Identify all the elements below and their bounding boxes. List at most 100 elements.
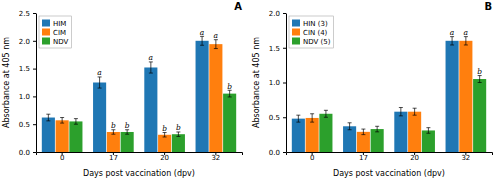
tick-label: 2.5 [19,10,30,18]
legend-frame [289,16,333,48]
significance-letter: b [125,121,130,130]
bar [56,120,69,152]
plot-area [42,36,236,152]
error-bar [176,132,180,136]
x-axis: 0 17 20 32 [37,152,243,162]
plot-area [292,37,486,152]
bar [408,112,421,152]
bar [158,135,171,152]
significance-letter: a [149,53,153,62]
tick-mark [33,13,36,14]
bar [223,94,236,152]
bar [394,112,407,152]
y-axis: 0.0 0.5 1.0 1.5 2.0 [269,10,287,157]
tick-label: 17 [359,154,368,162]
bar [196,41,209,152]
error-bar [149,62,153,73]
tick: 2.0 [19,38,36,46]
title: B [484,1,492,12]
legend-label: NDV (5) [303,38,331,46]
tick-label: 0.0 [269,149,280,157]
error-bar [98,77,102,88]
tick-mark [33,41,36,42]
error-bar [413,108,417,115]
legend-swatch [42,29,50,36]
error-bar [214,40,218,49]
tick-label: 0 [310,154,314,162]
legend-swatch [292,38,300,45]
bar [93,83,106,153]
error-bar [324,110,328,117]
error-bar [399,108,403,116]
legend-label: CIN (4) [303,29,328,37]
bar [172,134,185,152]
tick: 20 [160,152,169,162]
legend: HIN (3)CIN (4)NDV (5) [289,16,333,48]
tick-label: 2.0 [269,10,280,18]
significance-letter: b [176,123,181,132]
tick: 0.0 [19,149,36,157]
title: A [234,1,242,12]
legend-swatch [292,20,300,27]
annotations: aaabbabbb [97,28,232,133]
tick: 0.0 [269,149,286,157]
error-bar [111,130,115,134]
error-bar [228,90,232,97]
bar [473,79,486,152]
tick-label: 17 [109,154,118,162]
y-axis-title: Absorbance at 405 nm [252,37,261,128]
bar [319,114,332,152]
error-bar [296,115,300,122]
tick-mark [33,69,36,70]
bar [306,118,319,152]
tick: 32 [211,152,220,162]
tick: 1.0 [19,93,36,101]
tick-label: 0.5 [269,114,280,122]
error-bar [46,114,50,121]
bar [121,132,134,152]
error-bar [348,123,352,130]
tick-label: 20 [160,154,169,162]
tick: 0.5 [19,121,36,129]
legend-label: NDV [53,38,69,46]
x-axis-title: Days post vaccination (dpv) [333,169,445,178]
bar [69,121,82,152]
tick-label: 1.0 [19,93,30,101]
legend-label: HIN (3) [303,20,328,28]
x-axis: 0172032 [287,152,493,162]
tick-label: 0.0 [19,149,30,157]
tick-mark [283,13,286,14]
tick-label: 0.5 [19,121,30,129]
significance-letter: a [464,28,468,37]
error-bar [464,37,468,45]
tick: 2.5 [19,10,36,18]
annotations: aab [450,28,482,76]
bar [371,129,384,152]
significance-letter: b [162,124,167,133]
panel: aaabbabbb01720320.00.51.01.52.02.5Days p… [2,1,243,178]
error-bar [361,129,365,135]
tick: 0.5 [269,114,286,122]
bar [459,41,472,152]
tick: 1.5 [269,44,286,52]
tick-label: 1.0 [269,79,280,87]
error-bar [426,128,430,134]
panel: aab01720320.00.51.01.52.0Days post vacci… [252,1,493,178]
tick: 32 [461,152,470,162]
tick: 17 [109,152,118,162]
tick-mark [283,48,286,49]
error-bar [478,76,482,83]
x-axis-title: Days post vaccination (dpv) [83,169,195,178]
error-bar [310,114,314,122]
significance-letter: a [200,28,204,37]
significance-letter: b [227,82,232,91]
legend-label: CIM [53,29,66,37]
legend-label: HIM [53,20,66,28]
axis-line [286,14,287,153]
tick-label: 1.5 [19,65,30,73]
tick: 0 [60,152,64,162]
bar [343,126,356,152]
significance-letter: b [477,67,482,76]
legend-frame [39,16,71,48]
bar [42,118,55,152]
